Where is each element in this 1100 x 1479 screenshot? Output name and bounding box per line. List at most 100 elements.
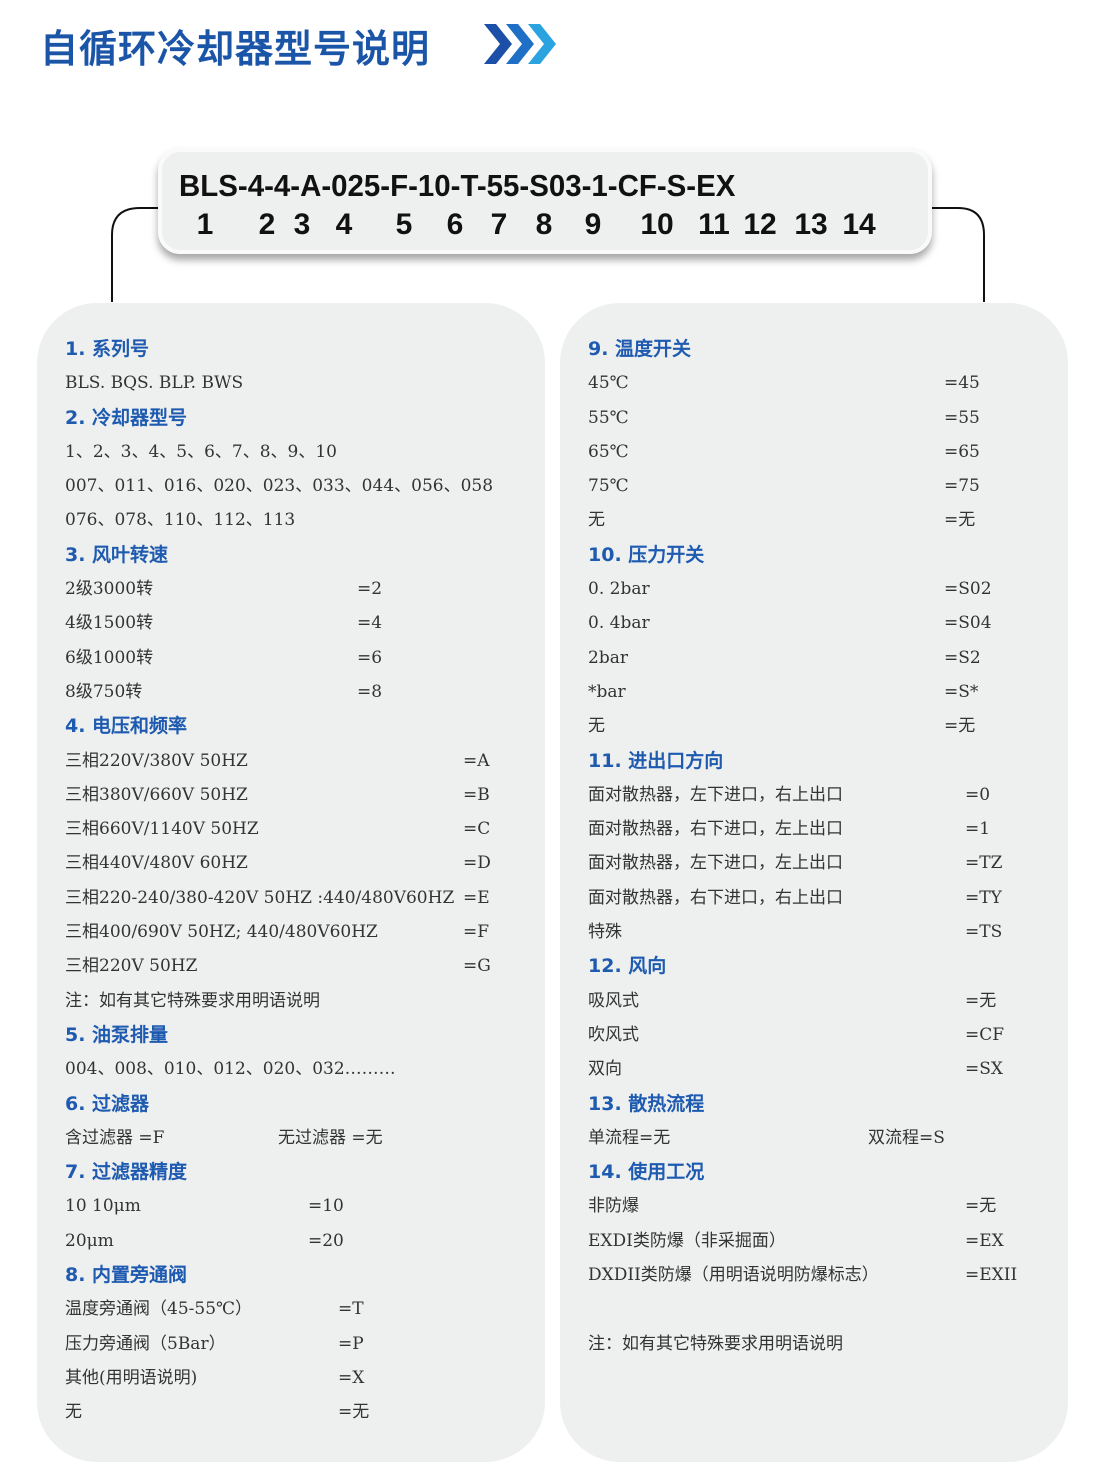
spec-row: 65℃ =65 bbox=[588, 435, 1058, 469]
spec-row: 0. 2bar =S02 bbox=[588, 572, 1058, 606]
spec-row: BLS. BQS. BLP. BWS bbox=[65, 366, 535, 400]
connector-lines bbox=[111, 207, 985, 302]
spec-label: 4级1500转 bbox=[65, 613, 154, 634]
spec-label: 三相380V/660V 50HZ bbox=[65, 784, 248, 805]
spec-row: 含过滤器 =F 无过滤器 =无 bbox=[65, 1121, 535, 1155]
spec-value: =无 bbox=[338, 1402, 370, 1423]
spec-value: 双流程=S bbox=[868, 1127, 945, 1148]
spec-label: 吸风式 bbox=[588, 990, 639, 1011]
spec-label: 55℃ bbox=[588, 407, 629, 428]
spec-row: 吹风式 =CF bbox=[588, 1018, 1058, 1052]
position-number: 3 bbox=[293, 208, 311, 241]
spec-label: DXDII类防爆（用明语说明防爆标志） bbox=[588, 1265, 879, 1286]
spec-value: 无过滤器 =无 bbox=[278, 1127, 383, 1148]
spec-row: 6级1000转 =6 bbox=[65, 641, 535, 675]
spec-row: 2级3000转 =2 bbox=[65, 572, 535, 606]
spec-label: 面对散热器，左下进口，右上出口 bbox=[588, 784, 843, 805]
spec-value: =TY bbox=[965, 887, 1002, 908]
spec-row: 三相220-240/380-420V 50HZ :440/480V60HZ =E bbox=[65, 881, 535, 915]
spec-row: DXDII类防爆（用明语说明防爆标志） =EXII bbox=[588, 1258, 1058, 1292]
spec-row: 45℃ =45 bbox=[588, 366, 1058, 400]
position-number: 7 bbox=[490, 208, 508, 241]
spec-label: 6级1000转 bbox=[65, 647, 154, 668]
spec-value: =6 bbox=[357, 647, 383, 668]
spec-value: =A bbox=[463, 750, 490, 771]
spec-label: 注：如有其它特殊要求用明语说明 bbox=[65, 990, 320, 1011]
spec-value: =20 bbox=[308, 1230, 344, 1251]
spec-row: 面对散热器，左下进口，右上出口 =0 bbox=[588, 778, 1058, 812]
spec-label: 2bar bbox=[588, 647, 628, 668]
spec-label: 注：如有其它特殊要求用明语说明 bbox=[588, 1333, 843, 1354]
spec-value: =无 bbox=[965, 990, 997, 1011]
spec-row: 无 =无 bbox=[588, 709, 1058, 743]
section-heading: 10. 压力开关 bbox=[588, 543, 705, 566]
spec-label: 1、2、3、4、5、6、7、8、9、10 bbox=[65, 441, 337, 462]
spec-row: 单流程=无 双流程=S bbox=[588, 1121, 1058, 1155]
spec-label: 温度旁通阀（45-55℃） bbox=[65, 1299, 253, 1320]
position-number: 5 bbox=[395, 208, 413, 241]
spec-value: =无 bbox=[965, 1196, 997, 1217]
spec-label: 单流程=无 bbox=[588, 1127, 671, 1148]
spec-row: *bar =S* bbox=[588, 675, 1058, 709]
section-heading: 13. 散热流程 bbox=[588, 1092, 705, 1115]
spec-label: 面对散热器，右下进口，右上出口 bbox=[588, 887, 843, 908]
spec-row: 三相380V/660V 50HZ =B bbox=[65, 778, 535, 812]
position-number: 9 bbox=[584, 208, 602, 241]
spec-value: =P bbox=[338, 1333, 364, 1354]
spec-label: 10 10μm bbox=[65, 1196, 141, 1217]
spec-value: =55 bbox=[944, 407, 980, 428]
spec-label: 其他(用明语说明) bbox=[65, 1367, 198, 1388]
spec-label: 75℃ bbox=[588, 476, 629, 497]
spec-row: 面对散热器，左下进口，左上出口 =TZ bbox=[588, 846, 1058, 880]
spec-row: 004、008、010、012、020、032……… bbox=[65, 1052, 535, 1086]
spec-row: EXDI类防爆（非采掘面） =EX bbox=[588, 1224, 1058, 1258]
spec-label: 三相220-240/380-420V 50HZ :440/480V60HZ bbox=[65, 887, 455, 908]
spec-label: 076、078、110、112、113 bbox=[65, 510, 296, 531]
spec-value: =CF bbox=[965, 1024, 1005, 1045]
spec-row: 007、011、016、020、023、033、044、056、058 bbox=[65, 469, 535, 503]
spec-value: =F bbox=[463, 922, 490, 943]
section-heading: 2. 冷却器型号 bbox=[65, 406, 188, 429]
spec-value: =1 bbox=[965, 819, 991, 840]
spec-row: 特殊 =TS bbox=[588, 915, 1058, 949]
spec-label: 压力旁通阀（5Bar） bbox=[65, 1333, 226, 1354]
spec-value: =65 bbox=[944, 441, 980, 462]
spec-row: 压力旁通阀（5Bar） =P bbox=[65, 1327, 535, 1361]
spec-value: =C bbox=[463, 819, 491, 840]
spec-value: =EXII bbox=[965, 1265, 1018, 1286]
spec-row: 无 =无 bbox=[65, 1395, 535, 1429]
section-heading: 1. 系列号 bbox=[65, 338, 150, 360]
spec-label: 含过滤器 =F bbox=[65, 1127, 165, 1148]
model-code: BLS-4-4-A-025-F-10-T-55-S03-1-CF-S-EX bbox=[179, 168, 736, 203]
spec-label: EXDI类防爆（非采掘面） bbox=[588, 1230, 786, 1251]
spec-label: 三相440V/480V 60HZ bbox=[65, 853, 248, 874]
section-heading: 7. 过滤器精度 bbox=[65, 1161, 188, 1184]
triple-chevron-right-icon bbox=[484, 24, 556, 64]
spec-value: =45 bbox=[944, 373, 980, 394]
spec-value: =S* bbox=[944, 681, 979, 702]
spec-label: 面对散热器，右下进口，左上出口 bbox=[588, 819, 843, 840]
spec-label: 无 bbox=[588, 510, 605, 531]
spec-row: 4级1500转 =4 bbox=[65, 606, 535, 640]
spec-label: 无 bbox=[65, 1402, 82, 1423]
spec-value: =TZ bbox=[965, 853, 1003, 874]
spec-value: =2 bbox=[357, 579, 383, 600]
spec-row: 三相660V/1140V 50HZ =C bbox=[65, 812, 535, 846]
spec-label: *bar bbox=[588, 681, 626, 702]
spec-value: =4 bbox=[357, 613, 383, 634]
spec-row: 10 10μm =10 bbox=[65, 1189, 535, 1223]
spec-label: 三相220V 50HZ bbox=[65, 956, 198, 977]
spec-value: =8 bbox=[357, 681, 383, 702]
spec-label: 45℃ bbox=[588, 373, 629, 394]
spec-value: =S02 bbox=[944, 579, 992, 600]
page-title: 自循环冷却器型号说明 bbox=[40, 27, 431, 71]
spec-row: 其他(用明语说明) =X bbox=[65, 1361, 535, 1395]
spec-label: 8级750转 bbox=[65, 681, 143, 702]
spec-row: 注：如有其它特殊要求用明语说明 bbox=[588, 1327, 1058, 1361]
spec-label: 特殊 bbox=[588, 922, 622, 943]
spec-value: =TS bbox=[965, 922, 1003, 943]
spec-row: 无 =无 bbox=[588, 503, 1058, 537]
section-heading: 9. 温度开关 bbox=[588, 338, 692, 360]
spec-row: 20μm =20 bbox=[65, 1224, 535, 1258]
spec-row: 温度旁通阀（45-55℃） =T bbox=[65, 1292, 535, 1326]
